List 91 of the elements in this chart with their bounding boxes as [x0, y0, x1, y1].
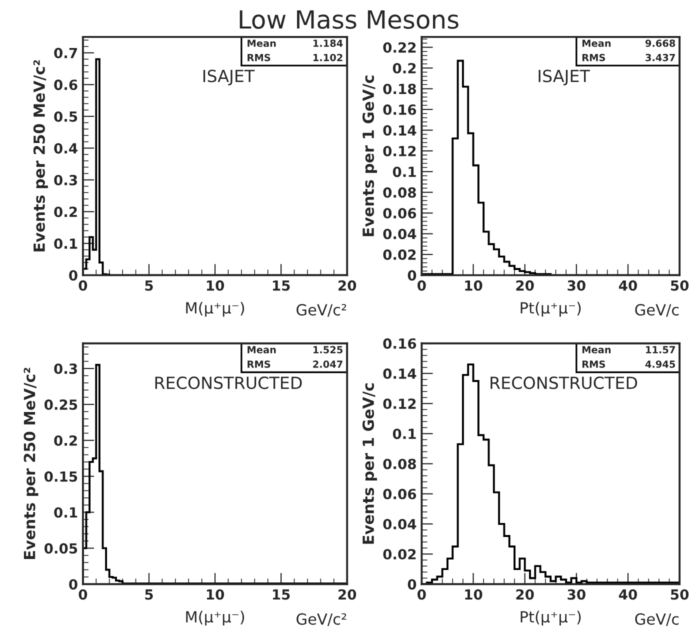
- y-tick-label: 0.04: [383, 228, 416, 240]
- y-tick-label: 0.1: [392, 166, 416, 178]
- x-tick-label: 15: [272, 280, 290, 291]
- y-tick-label: 0.08: [383, 187, 416, 198]
- x-tick-label: 0: [418, 589, 426, 600]
- annotation: Mean: [248, 40, 276, 47]
- y-tick-label: 0.02: [383, 249, 416, 260]
- x-tick-label: 0: [78, 280, 88, 291]
- x-tick-label: 20: [516, 589, 534, 600]
- x-tick-label: 10: [206, 589, 224, 600]
- annotation: Mean: [248, 346, 276, 354]
- annotation: RECONSTRUCTED: [490, 376, 638, 390]
- annotation: Mean: [582, 40, 611, 47]
- y-tick-label: 0.3: [54, 363, 77, 374]
- y-tick-label: 0.6: [54, 80, 78, 90]
- y-tick-label: 0: [408, 270, 416, 281]
- y-tick-label: 0.2: [54, 435, 77, 446]
- y-tick-label: 0.04: [383, 518, 416, 530]
- y-tick-label: 0.16: [383, 338, 416, 349]
- y-tick-label: 0.1: [54, 238, 78, 249]
- y-tick-label: 0.06: [383, 208, 416, 219]
- x-tick-label: 40: [618, 280, 637, 291]
- x-tick-label: 0: [418, 280, 426, 291]
- x-tick-label: 50: [670, 589, 689, 600]
- x-axis-title: M(μ⁺μ⁻): [186, 610, 244, 626]
- y-axis-title: Events per 250 MeV/c²: [24, 368, 38, 560]
- x-tick-label: 15: [272, 589, 290, 600]
- y-tick-label: 0.1: [392, 428, 416, 440]
- annotation: RMS: [248, 54, 270, 62]
- y-tick-label: 0.12: [383, 146, 416, 156]
- y-tick-label: 0.22: [383, 42, 416, 53]
- x-tick-label: 50: [670, 280, 689, 291]
- y-tick-label: 0.12: [383, 398, 416, 410]
- annotation: RMS: [582, 54, 606, 62]
- x-tick-label: 10: [465, 280, 482, 291]
- annotation: 1.184: [313, 40, 343, 47]
- text: GeV/c: [635, 304, 679, 317]
- y-axis-title: Events per 1 GeV/c: [362, 383, 377, 544]
- y-tick-label: 0.1: [54, 507, 78, 518]
- text: GeV/c²: [296, 613, 346, 626]
- y-tick-label: 0.3: [54, 174, 77, 186]
- y-tick-label: 0.14: [383, 125, 416, 136]
- x-axis-title: M(μ⁺μ⁻): [186, 302, 244, 317]
- x-tick-label: 0: [78, 589, 88, 600]
- x-tick-label: 30: [568, 589, 586, 600]
- y-tick-label: 0.2: [392, 62, 416, 74]
- annotation: 1.525: [313, 346, 342, 354]
- y-tick-label: 0.25: [44, 399, 78, 410]
- y-tick-label: 0: [69, 579, 78, 590]
- y-tick-label: 0.18: [383, 84, 416, 94]
- annotation: 2.047: [313, 360, 342, 368]
- x-tick-label: 5: [145, 280, 153, 291]
- y-tick-label: 0.5: [54, 111, 78, 122]
- x-tick-label: 40: [618, 589, 637, 600]
- y-tick-label: 0.2: [54, 206, 77, 218]
- annotation: ISAJET: [538, 70, 590, 86]
- annotation: 1.102: [313, 54, 342, 62]
- x-tick-label: 5: [145, 589, 153, 600]
- y-tick-label: 0: [408, 579, 416, 590]
- annotation: ISAJET: [203, 70, 255, 86]
- text: GeV/c²: [296, 304, 346, 317]
- annotation: 9.668: [645, 40, 676, 47]
- x-axis-title: Pt(μ⁺μ⁻): [520, 302, 581, 317]
- annotation: Mean: [582, 346, 611, 354]
- y-axis-title: Events per 250 MeV/c²: [33, 60, 48, 252]
- y-tick-label: 0.02: [383, 549, 416, 560]
- x-tick-label: 20: [516, 280, 534, 291]
- y-tick-label: 0.06: [383, 488, 416, 500]
- x-tick-label: 10: [206, 280, 224, 291]
- y-tick-label: 0: [69, 270, 78, 281]
- y-tick-label: 0.7: [54, 48, 77, 58]
- y-tick-label: 0.05: [44, 543, 78, 554]
- chart-title: Low Mass Mesons: [240, 10, 458, 29]
- y-tick-label: 0.15: [44, 471, 78, 482]
- y-tick-label: 0.14: [383, 368, 416, 379]
- x-tick-label: 20: [338, 589, 356, 600]
- y-axis-title: Events per 1 GeV/c: [362, 76, 377, 236]
- annotation: RMS: [248, 360, 270, 368]
- x-tick-label: 30: [568, 280, 586, 291]
- annotation: 3.437: [646, 54, 675, 62]
- y-tick-label: 0.08: [383, 458, 416, 470]
- y-tick-label: 0.4: [54, 143, 78, 154]
- x-tick-label: 10: [465, 589, 482, 600]
- y-tick-label: 0.16: [383, 104, 416, 115]
- annotation: 4.945: [645, 360, 676, 368]
- annotation: 11.57: [646, 346, 675, 354]
- x-tick-label: 20: [338, 280, 356, 291]
- x-axis-title: Pt(μ⁺μ⁻): [520, 610, 581, 626]
- annotation: RECONSTRUCTED: [155, 376, 302, 390]
- text: GeV/c: [635, 613, 679, 626]
- annotation: RMS: [582, 360, 606, 368]
